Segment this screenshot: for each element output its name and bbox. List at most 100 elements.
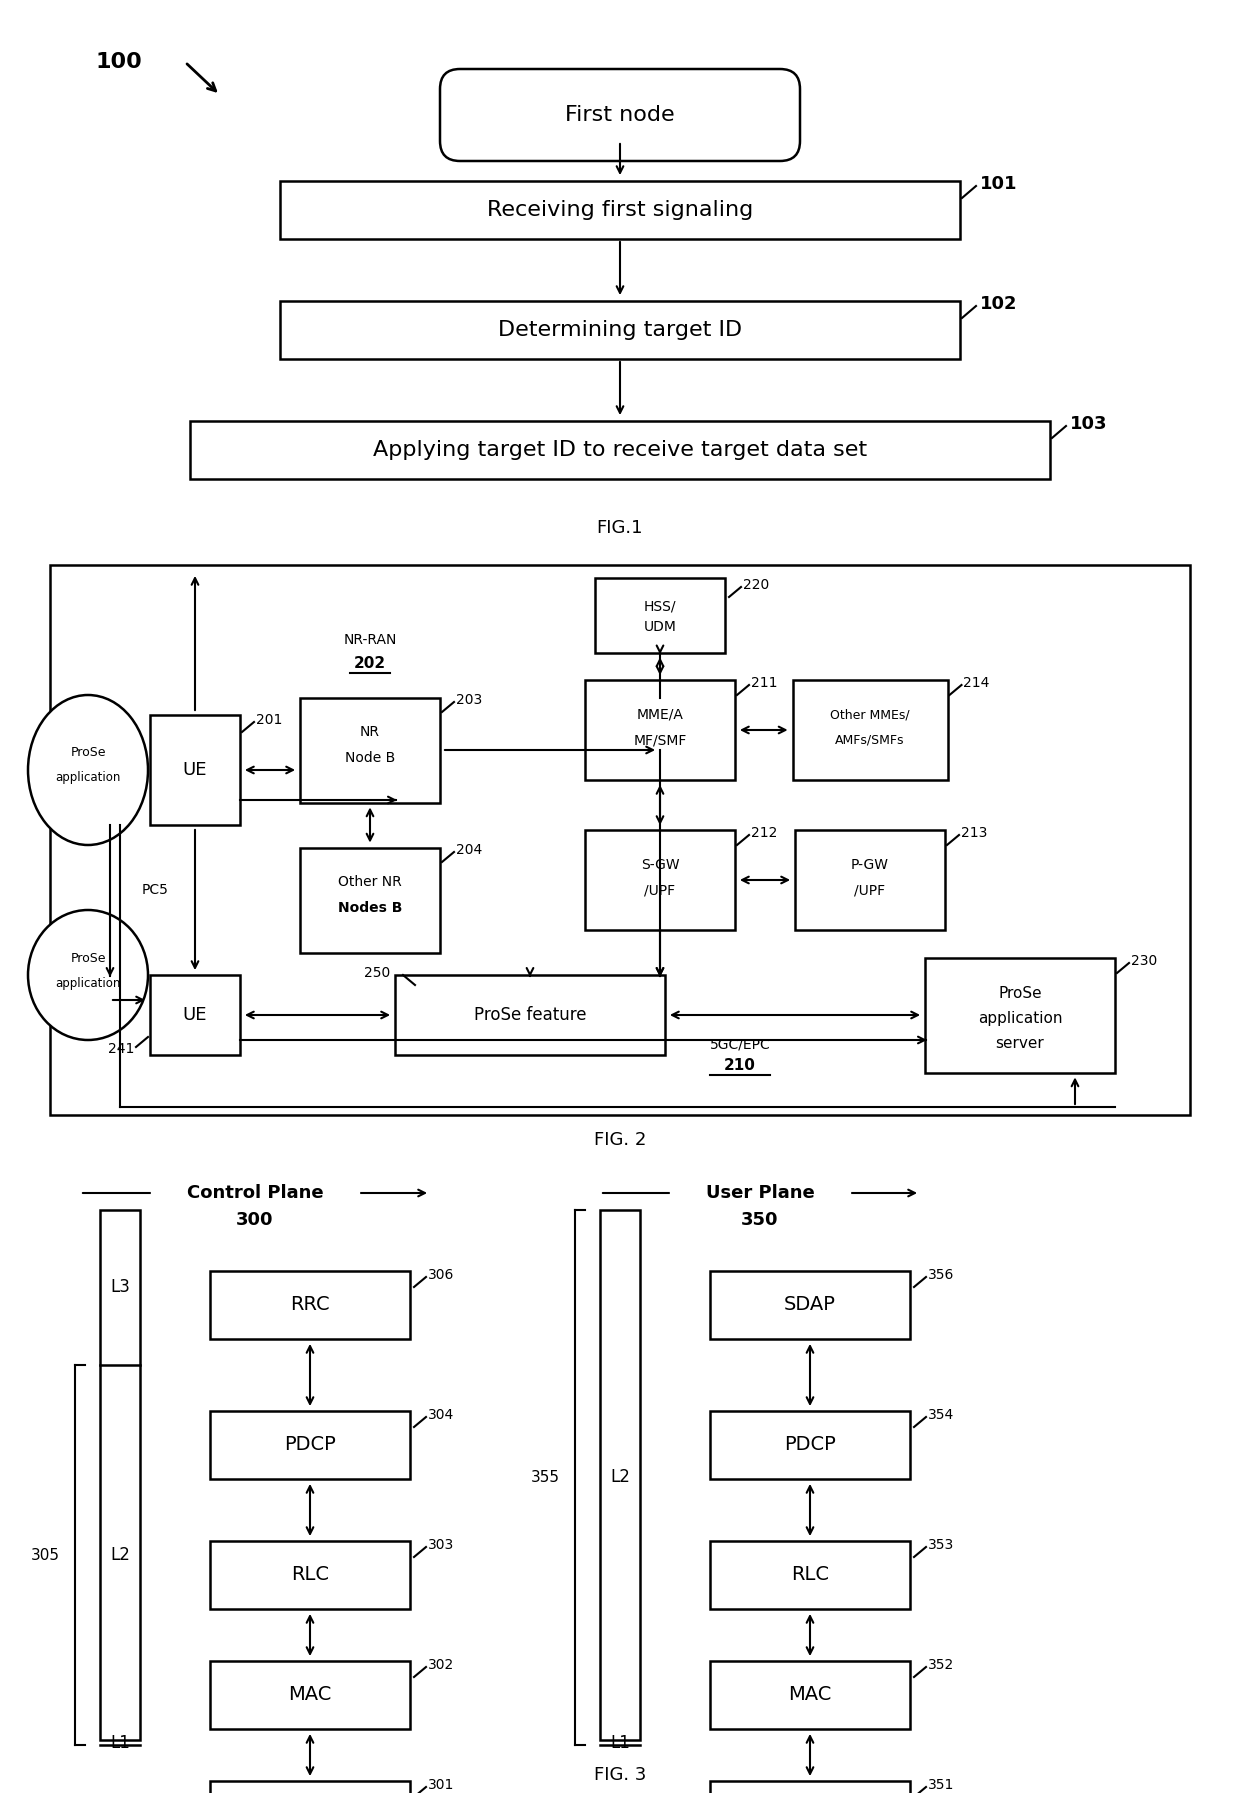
Text: 230: 230 bbox=[1131, 954, 1157, 968]
Text: L2: L2 bbox=[110, 1546, 130, 1563]
Text: User Plane: User Plane bbox=[706, 1183, 815, 1201]
Text: 351: 351 bbox=[928, 1779, 955, 1791]
Text: Other NR: Other NR bbox=[339, 875, 402, 889]
Text: 210: 210 bbox=[724, 1058, 756, 1072]
Text: ProSe: ProSe bbox=[71, 952, 105, 965]
Text: ProSe: ProSe bbox=[71, 746, 105, 758]
Bar bbox=[795, 830, 945, 931]
Text: 301: 301 bbox=[428, 1779, 454, 1791]
Text: L2: L2 bbox=[610, 1468, 630, 1486]
Text: NR-RAN: NR-RAN bbox=[343, 633, 397, 647]
Text: HSS/: HSS/ bbox=[644, 601, 676, 613]
Bar bbox=[925, 957, 1115, 1072]
Text: Determining target ID: Determining target ID bbox=[498, 319, 742, 341]
Text: Node B: Node B bbox=[345, 751, 396, 766]
Text: S-GW: S-GW bbox=[641, 859, 680, 871]
Bar bbox=[210, 1780, 410, 1793]
Text: P-GW: P-GW bbox=[851, 859, 889, 871]
Text: 250: 250 bbox=[363, 966, 391, 981]
Ellipse shape bbox=[29, 696, 148, 845]
Bar bbox=[190, 421, 1050, 479]
Text: application: application bbox=[56, 771, 120, 785]
Bar bbox=[711, 1660, 910, 1728]
Bar bbox=[50, 565, 1190, 1115]
Bar bbox=[150, 715, 241, 825]
Bar bbox=[585, 830, 735, 931]
Text: application: application bbox=[978, 1011, 1063, 1026]
Bar bbox=[210, 1411, 410, 1479]
Text: UDM: UDM bbox=[644, 620, 677, 635]
Text: RLC: RLC bbox=[791, 1565, 830, 1585]
Text: RLC: RLC bbox=[291, 1565, 329, 1585]
Text: ProSe feature: ProSe feature bbox=[474, 1006, 587, 1024]
Text: L1: L1 bbox=[110, 1734, 130, 1752]
Ellipse shape bbox=[29, 911, 148, 1040]
Text: 353: 353 bbox=[928, 1538, 955, 1553]
Text: UE: UE bbox=[182, 760, 207, 778]
Text: 304: 304 bbox=[428, 1408, 454, 1422]
Text: Applying target ID to receive target data set: Applying target ID to receive target dat… bbox=[373, 439, 867, 461]
Text: 202: 202 bbox=[353, 656, 386, 671]
Text: PDCP: PDCP bbox=[284, 1436, 336, 1454]
Text: Receiving first signaling: Receiving first signaling bbox=[487, 201, 753, 221]
Text: 5GC/EPC: 5GC/EPC bbox=[709, 1038, 770, 1052]
Text: 354: 354 bbox=[928, 1408, 955, 1422]
Text: 203: 203 bbox=[456, 694, 482, 706]
Text: 214: 214 bbox=[963, 676, 990, 690]
Text: 102: 102 bbox=[980, 296, 1018, 314]
Text: FIG. 3: FIG. 3 bbox=[594, 1766, 646, 1784]
Text: UE: UE bbox=[182, 1006, 207, 1024]
Bar bbox=[396, 975, 665, 1054]
Text: application: application bbox=[56, 977, 120, 990]
Text: PDCP: PDCP bbox=[784, 1436, 836, 1454]
Text: 306: 306 bbox=[428, 1268, 454, 1282]
Text: 356: 356 bbox=[928, 1268, 955, 1282]
Bar bbox=[100, 1210, 140, 1739]
Bar bbox=[300, 697, 440, 803]
Bar bbox=[711, 1271, 910, 1339]
Text: /UPF: /UPF bbox=[645, 882, 676, 896]
Text: 201: 201 bbox=[255, 714, 283, 726]
Text: MME/A: MME/A bbox=[636, 708, 683, 723]
Text: FIG.1: FIG.1 bbox=[596, 518, 644, 536]
FancyBboxPatch shape bbox=[440, 68, 800, 161]
Text: 352: 352 bbox=[928, 1659, 955, 1673]
Text: NR: NR bbox=[360, 724, 379, 739]
Text: 101: 101 bbox=[980, 176, 1018, 194]
Text: RRC: RRC bbox=[290, 1296, 330, 1314]
Bar bbox=[792, 680, 947, 780]
Text: server: server bbox=[996, 1036, 1044, 1051]
Text: First node: First node bbox=[565, 106, 675, 126]
Bar bbox=[210, 1660, 410, 1728]
Text: 350: 350 bbox=[742, 1210, 779, 1228]
Text: L1: L1 bbox=[610, 1734, 630, 1752]
Bar bbox=[595, 577, 725, 653]
Text: 204: 204 bbox=[456, 843, 482, 857]
Text: MAC: MAC bbox=[289, 1685, 331, 1705]
Text: 241: 241 bbox=[108, 1042, 134, 1056]
Bar bbox=[711, 1411, 910, 1479]
Bar bbox=[300, 848, 440, 952]
Text: Control Plane: Control Plane bbox=[187, 1183, 324, 1201]
Text: SDAP: SDAP bbox=[784, 1296, 836, 1314]
Bar bbox=[711, 1540, 910, 1608]
Text: 302: 302 bbox=[428, 1659, 454, 1673]
Text: 305: 305 bbox=[31, 1547, 60, 1562]
Text: Nodes B: Nodes B bbox=[337, 902, 402, 914]
Text: 212: 212 bbox=[751, 827, 777, 839]
Bar bbox=[210, 1271, 410, 1339]
Text: 103: 103 bbox=[1070, 414, 1107, 432]
Text: 211: 211 bbox=[751, 676, 777, 690]
Bar bbox=[210, 1540, 410, 1608]
Text: 300: 300 bbox=[237, 1210, 274, 1228]
Text: 303: 303 bbox=[428, 1538, 454, 1553]
Text: L3: L3 bbox=[110, 1278, 130, 1296]
Text: /UPF: /UPF bbox=[854, 882, 885, 896]
Text: FIG. 2: FIG. 2 bbox=[594, 1131, 646, 1149]
Bar bbox=[585, 680, 735, 780]
Text: MAC: MAC bbox=[789, 1685, 832, 1705]
Bar bbox=[280, 301, 960, 359]
Text: 100: 100 bbox=[95, 52, 141, 72]
Bar bbox=[280, 181, 960, 238]
Bar bbox=[711, 1780, 910, 1793]
